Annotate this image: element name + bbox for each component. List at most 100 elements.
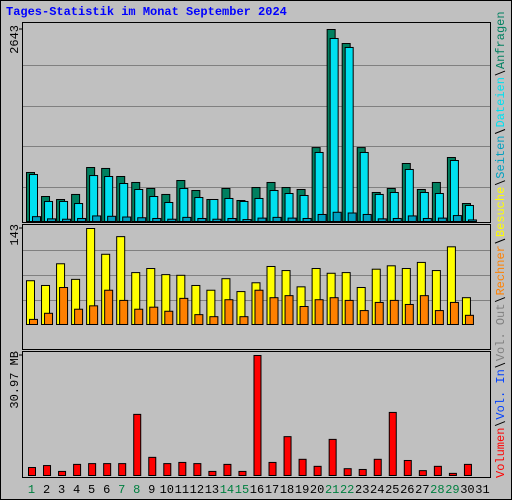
bar <box>403 459 412 476</box>
bar <box>208 470 217 477</box>
bar <box>209 198 219 222</box>
bar <box>254 289 264 325</box>
bar <box>227 217 237 223</box>
bar <box>419 295 429 325</box>
bar <box>269 190 279 222</box>
bar <box>28 467 36 477</box>
bar <box>463 463 472 476</box>
bar <box>257 217 267 223</box>
x-tick-label: 18 <box>280 483 294 497</box>
bar <box>253 355 262 476</box>
bar <box>242 219 252 222</box>
x-tick-label: 16 <box>250 483 264 497</box>
bar <box>29 174 38 222</box>
bar <box>104 289 114 325</box>
bar <box>212 218 222 222</box>
bar <box>317 213 327 223</box>
bar <box>452 215 462 222</box>
bar <box>392 217 402 223</box>
bar <box>89 305 99 326</box>
x-tick-label: 15 <box>235 483 249 497</box>
bar <box>103 463 112 476</box>
bar <box>422 217 432 223</box>
legend-separator <box>494 238 506 244</box>
bar <box>73 463 82 476</box>
bar <box>437 217 447 223</box>
bar <box>223 463 232 476</box>
bar <box>59 287 69 325</box>
bar <box>343 468 352 476</box>
legend-entry: Besuche <box>494 187 508 237</box>
bar <box>224 299 234 326</box>
x-tick-label: 24 <box>370 483 384 497</box>
bar <box>239 200 249 223</box>
bar <box>88 463 97 476</box>
bar <box>59 200 69 223</box>
bar <box>104 175 114 222</box>
bar <box>407 215 417 222</box>
x-tick-label: 2 <box>43 483 50 497</box>
bar <box>178 461 187 477</box>
bar <box>47 218 57 223</box>
bar <box>434 310 444 326</box>
bar <box>164 201 174 222</box>
x-tick-label: 28 <box>430 483 444 497</box>
x-tick-label: 20 <box>310 483 324 497</box>
x-tick-label: 21 <box>325 483 339 497</box>
bar <box>167 218 177 222</box>
bar <box>374 193 384 222</box>
bar <box>74 308 84 325</box>
bar <box>193 463 202 476</box>
x-tick-label: 10 <box>160 483 174 497</box>
bar <box>283 436 292 476</box>
bar <box>269 297 279 326</box>
bar <box>163 463 172 476</box>
bar <box>374 301 384 326</box>
bar <box>239 316 249 326</box>
bar <box>43 465 52 477</box>
bar <box>389 299 399 326</box>
bar <box>134 308 144 325</box>
x-tick-label: 19 <box>295 483 309 497</box>
bar <box>313 465 322 477</box>
bar <box>449 160 459 222</box>
bar <box>404 303 414 325</box>
chart-title: Tages-Statistik im Monat September 2024 <box>6 5 287 19</box>
x-tick-label: 13 <box>205 483 219 497</box>
bar <box>118 463 127 476</box>
legend-entry: Seiten <box>494 135 508 178</box>
bar <box>119 299 129 326</box>
x-tick-label: 5 <box>88 483 95 497</box>
bar <box>388 411 397 476</box>
x-tick-label: 31 <box>475 483 489 497</box>
bar <box>44 312 54 326</box>
legend-separator <box>494 70 506 76</box>
legend-entry: Rechner <box>494 245 508 295</box>
bar <box>464 314 474 325</box>
bar <box>133 413 142 477</box>
legend-separator <box>494 180 506 186</box>
bar <box>272 216 282 222</box>
x-tick-label: 17 <box>265 483 279 497</box>
x-tick-label: 22 <box>340 483 354 497</box>
x-tick-label: 30 <box>460 483 474 497</box>
bar <box>32 216 41 223</box>
bar <box>179 187 189 222</box>
bar <box>404 168 414 222</box>
bar <box>344 299 354 326</box>
bar <box>152 217 162 223</box>
x-tick-label: 14 <box>220 483 234 497</box>
bar <box>434 193 444 223</box>
x-tick-label: 6 <box>103 483 110 497</box>
bar <box>149 196 159 222</box>
bar <box>62 218 72 222</box>
x-tick-label: 7 <box>118 483 125 497</box>
bar <box>448 472 457 476</box>
bar <box>314 151 324 223</box>
bar <box>359 310 369 326</box>
legend-separator <box>494 362 506 368</box>
bar <box>268 461 277 477</box>
bar <box>467 219 477 223</box>
bar <box>26 280 35 326</box>
